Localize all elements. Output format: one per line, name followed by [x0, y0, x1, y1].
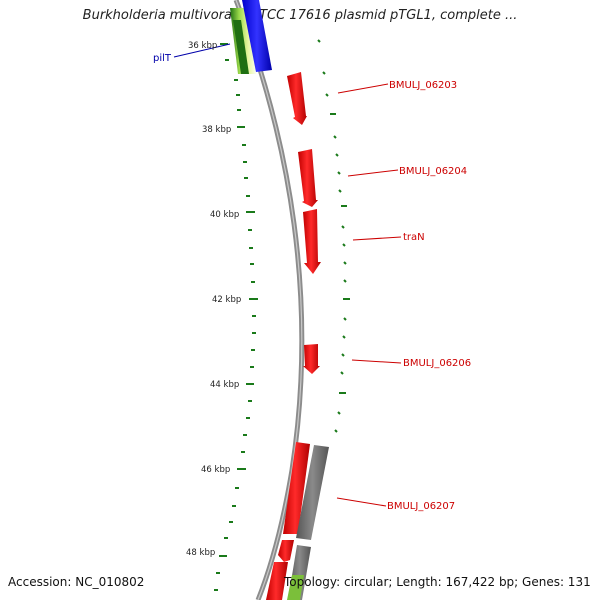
label-leaders: [173, 43, 402, 507]
scale-label-38: 38 kbp: [202, 125, 231, 135]
gene-green-2: [233, 20, 249, 74]
map-title: Burkholderia multivorans ATCC 17616 plas…: [82, 8, 518, 23]
scale-label-46: 46 kbp: [201, 465, 230, 475]
gene-label-bmulj-06206[interactable]: BMULJ_06206: [403, 358, 471, 369]
summary-label: Topology: circular; Length: 167,422 bp; …: [284, 575, 591, 589]
scale-label-42: 42 kbp: [212, 295, 241, 305]
gene-bmulj-06203: [287, 72, 307, 125]
scale-label-40: 40 kbp: [210, 210, 239, 220]
backbone-ring-highlight: [235, 0, 303, 600]
scale-label-36: 36 kbp: [188, 41, 217, 51]
gene-tran: [303, 209, 321, 274]
outer-dash-track: [317, 39, 350, 433]
gene-red-small: [278, 540, 294, 562]
gene-bmulj-06207: [283, 442, 310, 534]
gene-label-bmulj-06207[interactable]: BMULJ_06207: [387, 501, 455, 512]
gene-gray-1: [296, 445, 329, 540]
gene-bmulj-06206: [303, 344, 320, 374]
gene-label-bmulj-06204[interactable]: BMULJ_06204: [399, 166, 467, 177]
gene-bmulj-06204: [298, 149, 318, 207]
inner-dash-track: [214, 59, 258, 591]
gene-label-tran[interactable]: traN: [403, 232, 425, 243]
gene-red-bottom: [266, 562, 288, 600]
accession-label: Accession: NC_010802: [8, 575, 145, 589]
scale-label-44: 44 kbp: [210, 380, 239, 390]
gene-blue-1: [242, 0, 272, 72]
scale-label-48: 48 kbp: [186, 548, 215, 558]
gene-green-bottom: [287, 575, 304, 600]
gene-label-bmulj-06203[interactable]: BMULJ_06203: [389, 80, 457, 91]
gene-label-pilt[interactable]: pilT: [153, 53, 172, 64]
